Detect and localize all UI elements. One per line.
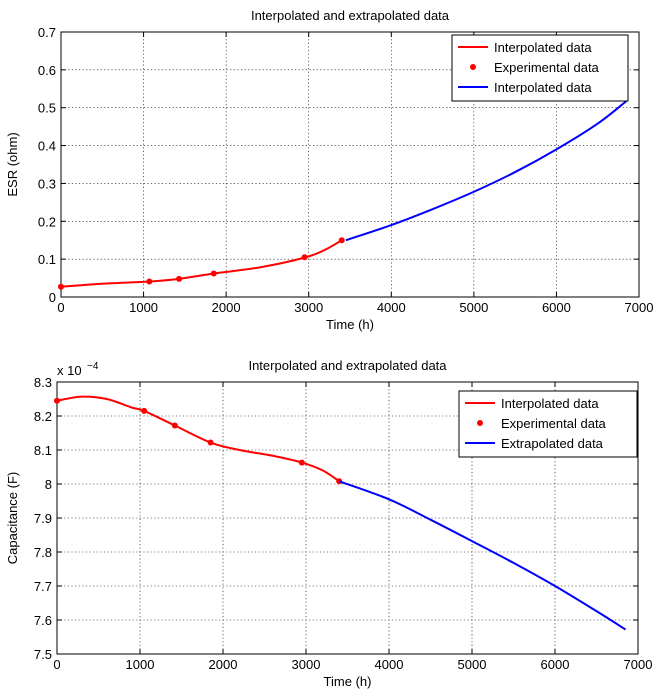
y-scale-exponent: −4 bbox=[87, 361, 99, 372]
legend-swatch bbox=[470, 64, 476, 70]
x-tick-label: 0 bbox=[57, 300, 64, 315]
data-point bbox=[298, 459, 305, 466]
legend-label: Experimental data bbox=[501, 416, 607, 431]
x-tick-label: 2000 bbox=[212, 300, 241, 315]
y-tick-label: 0 bbox=[49, 290, 56, 305]
legend: Interpolated data Experimental data Extrap… bbox=[458, 390, 638, 458]
x-tick-label: 1000 bbox=[126, 657, 155, 672]
series-line-3 bbox=[345, 100, 628, 242]
legend-label: Interpolated data bbox=[501, 396, 599, 411]
x-tick-label: 2000 bbox=[209, 657, 238, 672]
y-scale-multiplier: x 10 bbox=[57, 363, 82, 378]
x-tick-label: 1000 bbox=[129, 300, 158, 315]
chart-title: Interpolated and extrapolated data bbox=[251, 8, 450, 23]
y-tick-label: 7.9 bbox=[34, 511, 52, 526]
y-axis-label: ESR (ohm) bbox=[5, 132, 20, 196]
legend-label: Interpolated data bbox=[494, 40, 592, 55]
legend-label: Interpolated data bbox=[494, 80, 592, 95]
legend-label: Extrapolated data bbox=[501, 436, 604, 451]
x-tick-label: 6000 bbox=[542, 300, 571, 315]
data-point bbox=[176, 275, 183, 282]
series-line-1 bbox=[61, 239, 343, 288]
x-tick-label: 7000 bbox=[624, 657, 653, 672]
y-tick-label: 7.6 bbox=[34, 613, 52, 628]
y-tick-label: 0.7 bbox=[38, 25, 56, 40]
data-point bbox=[146, 278, 153, 285]
x-tick-label: 3000 bbox=[292, 657, 321, 672]
data-point bbox=[338, 237, 345, 244]
data-point bbox=[210, 270, 217, 277]
series-line-1 bbox=[57, 395, 340, 483]
y-axis-label: Capacitance (F) bbox=[5, 472, 20, 564]
y-tick-label: 0.4 bbox=[38, 139, 56, 154]
x-tick-label: 5000 bbox=[458, 657, 487, 672]
plot-area-frame bbox=[60, 31, 640, 298]
y-tick-label: 8.1 bbox=[34, 443, 52, 458]
chart-1: 0 1000 2000 3000 4000 5000 6000 7000 0 0.1 0.2 0.3 0… bbox=[5, 8, 653, 332]
data-point bbox=[171, 422, 178, 429]
y-tick-label: 7.8 bbox=[34, 545, 52, 560]
x-tick-label: 6000 bbox=[541, 657, 570, 672]
series-line-3 bbox=[338, 480, 627, 631]
data-point bbox=[207, 439, 214, 446]
y-tick-label: 0.2 bbox=[38, 214, 56, 229]
data-point bbox=[301, 254, 308, 261]
x-axis-label: Time (h) bbox=[326, 317, 374, 332]
legend-swatch bbox=[477, 420, 483, 426]
y-tick-label: 8.3 bbox=[34, 375, 52, 390]
data-point bbox=[141, 407, 148, 414]
data-point bbox=[58, 283, 64, 290]
x-tick-label: 3000 bbox=[294, 300, 323, 315]
y-tick-label: 7.7 bbox=[34, 579, 52, 594]
legend: Interpolated data Experimental data Interp… bbox=[451, 34, 629, 102]
y-tick-label: 0.1 bbox=[38, 252, 56, 267]
x-tick-label: 4000 bbox=[375, 657, 404, 672]
chart-title: Interpolated and extrapolated data bbox=[248, 358, 447, 373]
y-tick-label: 8.2 bbox=[34, 409, 52, 424]
chart-2: 0 1000 2000 3000 4000 5000 6000 7000 7.5 7.6 7.7 7.… bbox=[5, 358, 652, 689]
y-tick-label: 0.6 bbox=[38, 63, 56, 78]
x-axis-label: Time (h) bbox=[324, 674, 372, 689]
x-tick-label: 0 bbox=[53, 657, 60, 672]
x-tick-label: 7000 bbox=[625, 300, 654, 315]
x-tick-label: 4000 bbox=[377, 300, 406, 315]
y-tick-label: 7.5 bbox=[34, 647, 52, 662]
y-tick-label: 0.3 bbox=[38, 176, 56, 191]
data-point bbox=[54, 397, 60, 404]
legend-label: Experimental data bbox=[494, 60, 600, 75]
y-tick-label: 0.5 bbox=[38, 101, 56, 116]
y-tick-label: 8 bbox=[45, 477, 52, 492]
x-tick-label: 5000 bbox=[459, 300, 488, 315]
